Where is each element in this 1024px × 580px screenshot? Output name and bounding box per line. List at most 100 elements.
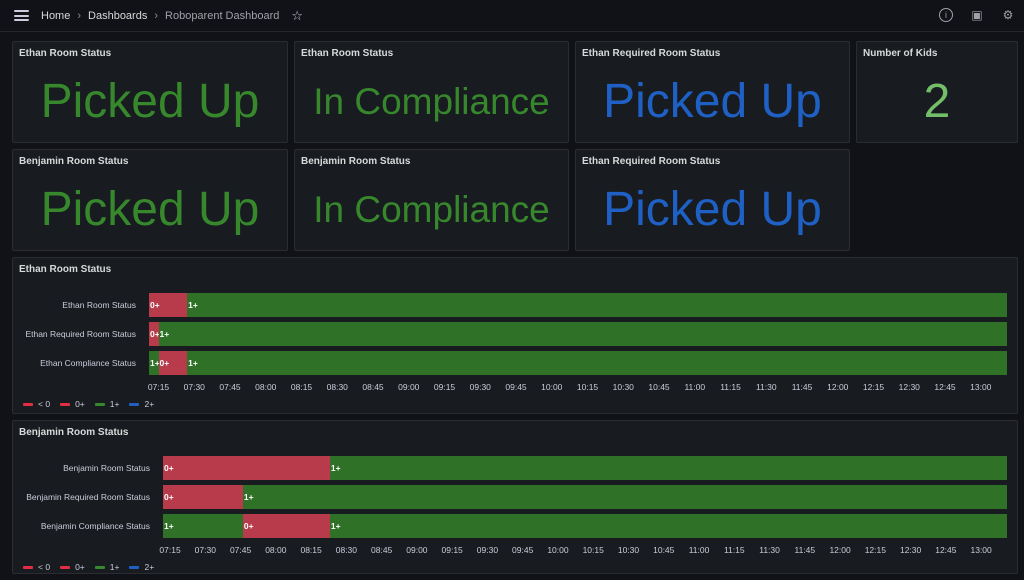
x-axis-tick: 12:30: [899, 545, 922, 555]
x-axis-tick: 11:30: [759, 545, 780, 555]
legend-item[interactable]: < 0: [23, 562, 50, 572]
state-segment[interactable]: 0+: [149, 322, 159, 346]
panel-title: Benjamin Room Status: [301, 156, 411, 167]
legend-item[interactable]: 0+: [60, 399, 85, 409]
x-axis-tick: 12:45: [934, 382, 956, 392]
x-axis-tick: 07:30: [194, 545, 216, 555]
timeline-row: 0+ 1+: [163, 485, 1007, 509]
x-axis-tick: 09:30: [469, 382, 491, 392]
chevron-right-icon: ›: [154, 9, 159, 22]
state-timeline-panel: Ethan Room Status Ethan Room Status 0+ 1+ Et…: [12, 257, 1018, 414]
breadcrumb-home[interactable]: Home: [41, 9, 71, 22]
stat-value: Picked Up: [40, 75, 260, 128]
legend-swatch: [23, 565, 33, 569]
state-segment[interactable]: 1+: [242, 485, 1007, 509]
legend-swatch: [23, 402, 33, 406]
timeline-row: 0+ 1+: [149, 293, 1007, 317]
x-axis-tick: 09:45: [505, 382, 527, 392]
panel-title: Ethan Required Room Status: [582, 48, 721, 59]
legend-item[interactable]: 2+: [129, 399, 154, 409]
legend-label: 0+: [75, 399, 85, 409]
legend-item[interactable]: < 0: [23, 399, 50, 409]
x-axis-tick: 11:15: [720, 382, 741, 392]
breadcrumb-dashboards[interactable]: Dashboards: [88, 9, 148, 22]
stat-value: Picked Up: [40, 183, 260, 236]
menu-icon[interactable]: [14, 10, 29, 21]
row-label: Ethan Room Status: [62, 300, 136, 310]
stat-value: Picked Up: [603, 75, 822, 128]
row-label: Benjamin Required Room Status: [26, 492, 150, 502]
panel-title: Ethan Room Status: [19, 48, 112, 59]
x-axis-tick: 07:45: [229, 545, 252, 555]
state-segment[interactable]: 1+: [158, 322, 1007, 346]
legend-swatch: [60, 565, 71, 569]
x-axis-tick: 12:00: [827, 382, 849, 392]
x-axis-tick: 12:45: [935, 545, 957, 555]
x-axis-tick: 08:30: [326, 382, 348, 392]
x-axis-tick: 10:00: [547, 545, 569, 555]
save-icon[interactable]: ▣: [971, 8, 983, 22]
x-axis-tick: 11:45: [794, 545, 816, 555]
stat-panel: Ethan Required Room Status Picked Up: [575, 149, 850, 251]
legend-item[interactable]: 0+: [60, 562, 85, 572]
state-segment[interactable]: 0+: [149, 293, 188, 317]
x-axis-tick: 10:45: [653, 545, 675, 555]
x-axis-tick: 08:15: [290, 382, 313, 392]
x-axis-tick: 07:15: [159, 545, 181, 555]
state-segment[interactable]: 0+: [163, 485, 243, 509]
x-axis-tick: 09:45: [512, 545, 534, 555]
timeline-row: 1+ 0+ 1+: [163, 514, 1007, 538]
legend-swatch: [94, 565, 105, 569]
x-axis-tick: 08:45: [362, 382, 384, 392]
legend-label: 2+: [144, 399, 155, 409]
timeline-row: 0+ 1+: [163, 456, 1007, 480]
state-segment[interactable]: 1+: [187, 351, 1007, 375]
state-timeline-panel: Benjamin Room Status Benjamin Room Status…: [12, 420, 1018, 574]
legend-item[interactable]: 1+: [94, 399, 120, 409]
state-segment[interactable]: 0+: [163, 456, 330, 480]
info-icon[interactable]: i: [939, 8, 953, 22]
panel-title: Ethan Required Room Status: [582, 156, 721, 167]
legend-swatch: [129, 402, 140, 406]
state-segment[interactable]: 1+: [187, 293, 1007, 317]
x-axis-tick: 12:15: [864, 545, 886, 555]
stat-panel: Ethan Required Room Status Picked Up: [575, 41, 850, 143]
panel-title: Benjamin Room Status: [19, 427, 129, 438]
x-axis-tick: 08:00: [255, 382, 277, 392]
x-axis-tick: 09:00: [398, 382, 420, 392]
x-axis-tick: 11:00: [688, 545, 710, 555]
state-segment[interactable]: 0+: [158, 351, 188, 375]
legend-item[interactable]: 2+: [129, 562, 154, 572]
stat-panel: Ethan Room Status In Compliance: [294, 41, 569, 143]
legend-label: 0+: [75, 562, 85, 572]
state-segment[interactable]: 0+: [242, 514, 330, 538]
chevron-right-icon: ›: [77, 9, 82, 22]
x-axis-tick: 11:30: [755, 382, 777, 392]
star-icon[interactable]: ☆: [291, 7, 304, 23]
x-axis-tick: 07:30: [183, 382, 205, 392]
legend-swatch: [129, 565, 140, 569]
breadcrumb-current: Roboparent Dashboard: [165, 9, 280, 22]
state-segment[interactable]: 1+: [329, 456, 1007, 480]
stat-value: Picked Up: [603, 183, 822, 236]
gear-icon[interactable]: ⚙: [1002, 8, 1014, 22]
x-axis-tick: 13:00: [970, 382, 992, 392]
legend-swatch: [94, 402, 105, 406]
state-segment[interactable]: 1+: [149, 351, 159, 375]
stat-panel: Benjamin Room Status In Compliance: [294, 149, 569, 251]
legend-label: 1+: [109, 399, 120, 409]
stat-value: In Compliance: [313, 81, 550, 122]
state-segment[interactable]: 1+: [163, 514, 243, 538]
legend-item[interactable]: 1+: [94, 562, 119, 572]
x-axis-tick: 12:00: [829, 545, 851, 555]
timeline-row: 0+ 1+: [149, 322, 1007, 346]
x-axis-tick: 08:00: [265, 545, 287, 555]
row-label: Benjamin Compliance Status: [40, 521, 150, 531]
stat-panel: Ethan Room Status Picked Up: [12, 41, 288, 143]
x-axis-tick: 08:45: [371, 545, 393, 555]
stat-value: In Compliance: [313, 189, 550, 230]
state-segment[interactable]: 1+: [329, 514, 1007, 538]
legend-swatch: [60, 402, 71, 406]
x-axis-tick: 09:15: [441, 545, 463, 555]
row-label: Ethan Required Room Status: [25, 329, 136, 339]
